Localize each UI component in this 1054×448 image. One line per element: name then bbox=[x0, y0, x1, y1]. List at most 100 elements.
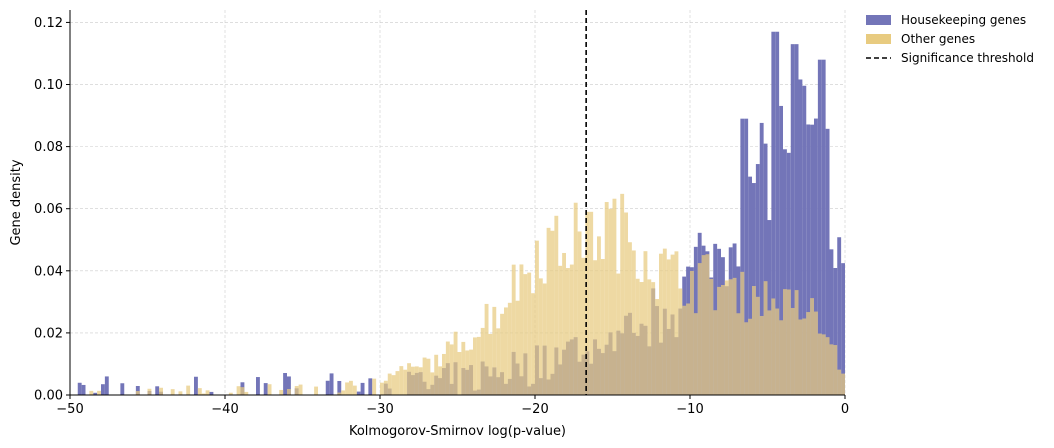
histogram-bar bbox=[209, 391, 214, 395]
histogram-bar bbox=[651, 282, 656, 395]
histogram-bar bbox=[690, 270, 694, 395]
histogram-bar bbox=[581, 257, 586, 395]
histogram-bar bbox=[550, 230, 555, 395]
histogram-bar bbox=[515, 300, 520, 395]
histogram-bar bbox=[101, 384, 105, 395]
histogram-bar bbox=[635, 278, 640, 395]
histogram-bar bbox=[135, 391, 140, 395]
histogram-bar bbox=[798, 319, 803, 395]
histogram-bar bbox=[806, 124, 811, 395]
histogram-bars bbox=[77, 31, 845, 396]
histogram-bar bbox=[775, 308, 780, 395]
legend-item: Housekeeping genes bbox=[866, 13, 1026, 27]
histogram-bar bbox=[135, 386, 140, 395]
histogram-bar bbox=[771, 31, 776, 395]
histogram-bar bbox=[755, 164, 760, 395]
x-tick-label: −20 bbox=[521, 402, 548, 417]
histogram-bar bbox=[628, 242, 632, 395]
histogram-bar bbox=[535, 240, 539, 395]
histogram-bar bbox=[701, 255, 706, 395]
histogram-bar bbox=[721, 284, 725, 395]
histogram-bar bbox=[473, 337, 477, 395]
histogram-bar bbox=[817, 333, 822, 395]
histogram-bar bbox=[298, 384, 303, 395]
histogram-bar bbox=[349, 380, 353, 395]
histogram-bar bbox=[403, 369, 408, 395]
histogram-bar bbox=[492, 306, 497, 395]
histogram-bar bbox=[511, 264, 516, 395]
histogram-bar bbox=[573, 202, 578, 395]
x-tick-label: 0 bbox=[841, 402, 849, 417]
histogram-bar bbox=[418, 367, 423, 395]
histogram-bar bbox=[97, 390, 101, 395]
histogram-bar bbox=[449, 344, 454, 395]
histogram-bar bbox=[484, 303, 489, 395]
histogram-bar bbox=[647, 279, 652, 395]
histogram-bar bbox=[841, 263, 845, 395]
histogram-bar bbox=[380, 382, 384, 395]
histogram-bar bbox=[287, 376, 291, 395]
x-tick-label: −40 bbox=[211, 402, 238, 417]
histogram-bar bbox=[341, 390, 346, 395]
histogram-bar bbox=[639, 282, 644, 395]
histogram-bar bbox=[585, 211, 590, 395]
histogram-bar bbox=[724, 280, 729, 395]
histogram-bar bbox=[620, 193, 625, 395]
histogram-bar bbox=[81, 384, 86, 395]
histogram-bar bbox=[500, 313, 504, 395]
histogram-bar bbox=[825, 337, 830, 395]
histogram-bar bbox=[829, 344, 834, 395]
histogram-bar bbox=[283, 373, 287, 395]
histogram-bar bbox=[523, 274, 528, 395]
histogram-bar bbox=[159, 387, 163, 395]
histogram-bar bbox=[430, 372, 435, 395]
histogram-bar bbox=[228, 392, 233, 395]
histogram-bar bbox=[329, 373, 334, 395]
histogram-bar bbox=[666, 259, 671, 395]
histogram-bar bbox=[391, 375, 396, 395]
histogram-bar bbox=[476, 336, 481, 395]
histogram-bar bbox=[759, 315, 764, 395]
histogram-bar bbox=[705, 254, 710, 395]
histogram-bar bbox=[790, 307, 795, 395]
histogram-bar bbox=[728, 279, 733, 395]
histogram-bar bbox=[837, 369, 842, 395]
histogram-bar bbox=[558, 265, 563, 395]
histogram-bar bbox=[740, 118, 745, 395]
histogram-bar bbox=[833, 345, 838, 395]
legend: Housekeeping genes Other genes Significanc… bbox=[866, 13, 1034, 65]
y-tick-label: 0.04 bbox=[34, 264, 63, 279]
histogram-bar bbox=[794, 290, 799, 395]
histogram-bar bbox=[833, 267, 838, 395]
histogram-bar bbox=[759, 122, 764, 396]
histogram-bar bbox=[527, 272, 532, 395]
histogram-bar bbox=[717, 286, 721, 395]
y-tick-label: 0.12 bbox=[34, 16, 63, 31]
histogram-bar bbox=[480, 327, 485, 395]
histogram-bar bbox=[802, 85, 807, 395]
histogram-bar bbox=[767, 220, 772, 395]
histogram-bar bbox=[821, 59, 826, 395]
histogram-bar bbox=[368, 378, 373, 395]
histogram-bar bbox=[407, 363, 411, 395]
histogram-bar bbox=[821, 334, 826, 395]
histogram-bar bbox=[806, 312, 811, 395]
histogram-bar bbox=[612, 198, 617, 395]
histogram-bar bbox=[825, 128, 830, 395]
histogram-bar bbox=[314, 386, 318, 395]
histogram-bar bbox=[624, 212, 628, 395]
histogram-bar bbox=[763, 281, 768, 395]
legend-swatch bbox=[866, 15, 891, 25]
y-tick-label: 0.10 bbox=[34, 78, 63, 93]
histogram-bar bbox=[387, 373, 392, 395]
y-tick-label: 0.06 bbox=[34, 202, 63, 217]
histogram-bar bbox=[829, 249, 834, 395]
histogram-bar bbox=[438, 366, 442, 395]
histogram-bar bbox=[469, 349, 473, 395]
histogram-bar bbox=[744, 322, 749, 395]
histogram-bar bbox=[713, 310, 718, 395]
histogram-bar bbox=[453, 331, 458, 395]
histogram-bar bbox=[434, 354, 439, 395]
histogram-bar bbox=[779, 105, 783, 395]
histogram-bar bbox=[802, 318, 807, 395]
